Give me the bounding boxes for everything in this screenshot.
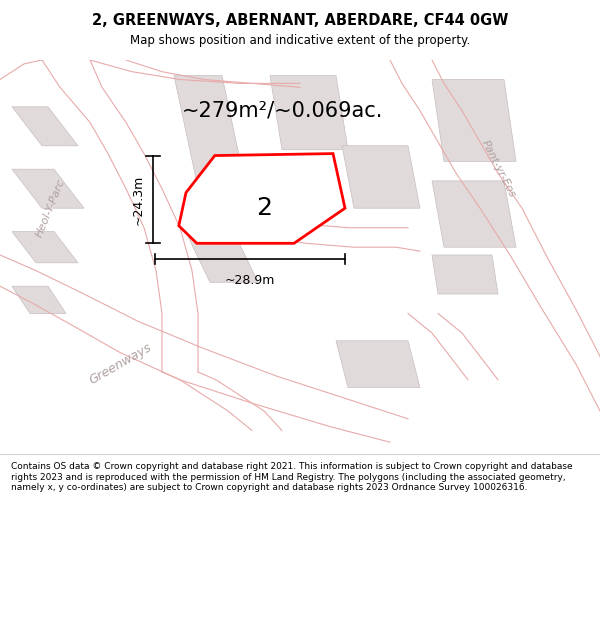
Polygon shape [270,76,348,150]
Text: ~279m²/~0.069ac.: ~279m²/~0.069ac. [181,101,383,121]
Polygon shape [180,220,258,282]
Polygon shape [432,181,516,248]
Text: Map shows position and indicative extent of the property.: Map shows position and indicative extent… [130,34,470,47]
Text: 2: 2 [256,196,272,220]
Text: Pant-yr-Eos: Pant-yr-Eos [479,139,517,199]
Text: Contains OS data © Crown copyright and database right 2021. This information is : Contains OS data © Crown copyright and d… [11,462,572,492]
Polygon shape [179,154,345,243]
Polygon shape [432,79,516,161]
Polygon shape [12,232,78,262]
Text: 2, GREENWAYS, ABERNANT, ABERDARE, CF44 0GW: 2, GREENWAYS, ABERNANT, ABERDARE, CF44 0… [92,13,508,28]
Polygon shape [174,76,252,216]
Text: Heol-Y-Parc: Heol-Y-Parc [35,177,67,239]
Text: ~28.9m: ~28.9m [225,274,275,287]
Polygon shape [336,341,420,388]
Polygon shape [12,169,84,208]
Polygon shape [342,146,420,208]
Text: Greenways: Greenways [86,341,154,388]
Polygon shape [12,286,66,314]
Polygon shape [12,107,78,146]
Polygon shape [432,255,498,294]
Text: ~24.3m: ~24.3m [131,174,145,224]
